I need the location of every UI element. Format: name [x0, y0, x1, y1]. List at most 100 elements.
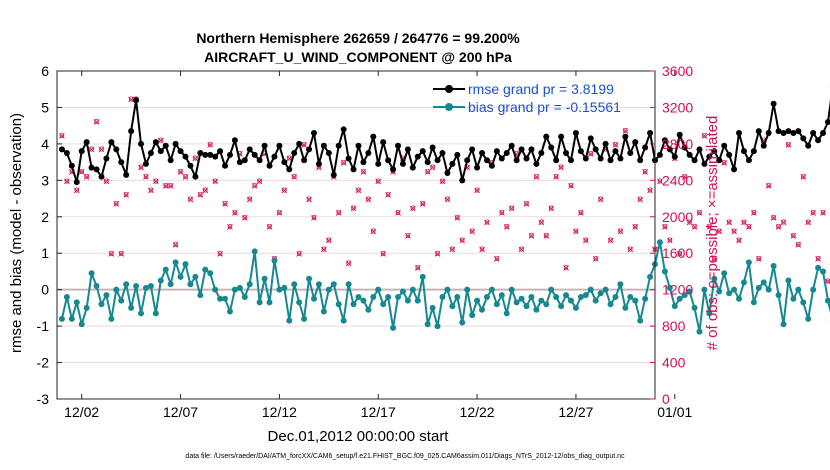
- bias-point: [439, 293, 446, 300]
- possible-obs-mark: o: [563, 263, 569, 273]
- plot-frame: [56, 70, 656, 400]
- possible-obs-mark: o: [593, 254, 599, 264]
- assimilated-obs-mark: ×: [419, 199, 427, 210]
- possible-obs-mark: o: [405, 231, 411, 241]
- rmse-point: [350, 166, 357, 173]
- rmse-point: [310, 129, 317, 136]
- bias-point: [414, 297, 421, 304]
- y-tick-label-2: -1: [37, 318, 50, 334]
- possible-obs-mark: o: [346, 258, 352, 268]
- bias-point: [157, 277, 164, 284]
- rmse-point: [508, 142, 515, 149]
- bias-point: [523, 303, 530, 310]
- assimilated-obs-mark: ×: [829, 254, 830, 265]
- rmse-point: [197, 150, 204, 156]
- rmse-point: [340, 126, 347, 133]
- assimilated-obs-mark: ×: [78, 167, 86, 178]
- possible-obs-mark: o: [351, 204, 357, 214]
- bias-point: [676, 295, 683, 302]
- assimilated-obs-mark: ×: [97, 144, 105, 155]
- bias-point: [68, 315, 75, 322]
- rmse-point: [597, 155, 604, 162]
- assimilated-obs-mark: ×: [804, 217, 812, 228]
- rmse-point: [58, 146, 65, 153]
- assimilated-obs-mark: ×: [542, 231, 550, 242]
- possible-obs-mark: o: [99, 144, 105, 154]
- possible-obs-mark: o: [395, 208, 401, 218]
- possible-obs-mark: o: [440, 176, 446, 186]
- rmse-point: [355, 142, 362, 149]
- rmse-point: [716, 157, 723, 164]
- assimilated-obs-mark: ×: [82, 172, 90, 183]
- rmse-point: [647, 129, 654, 136]
- possible-obs-mark: o: [380, 249, 386, 259]
- possible-obs-mark: o: [69, 167, 75, 177]
- rmse-point: [676, 131, 683, 138]
- rmse-point: [711, 148, 718, 155]
- assimilated-obs-mark: ×: [107, 249, 115, 260]
- rmse-point: [533, 160, 540, 167]
- possible-obs-mark: o: [222, 199, 228, 209]
- rmse-point: [286, 166, 293, 173]
- rmse-point: [390, 166, 397, 173]
- bias-point: [335, 301, 342, 308]
- possible-obs-mark: o: [415, 263, 421, 273]
- assimilated-obs-mark: ×: [162, 181, 170, 192]
- possible-obs-mark: o: [227, 222, 233, 232]
- bias-point: [212, 286, 219, 293]
- possible-obs-mark: o: [217, 249, 223, 259]
- grid: [57, 70, 655, 400]
- bias-point: [498, 292, 505, 299]
- bias-point: [597, 290, 604, 297]
- assimilated-obs-mark: ×: [87, 144, 95, 155]
- bias-point: [582, 292, 589, 299]
- possible-obs-mark: o: [712, 254, 718, 264]
- rmse-point: [276, 142, 283, 149]
- possible-obs-mark: o: [74, 185, 80, 195]
- possible-obs-mark: o: [662, 222, 668, 232]
- rmse-point: [370, 133, 377, 140]
- legend-bias-marker: [445, 103, 453, 111]
- assimilated-obs-mark: ×: [325, 236, 333, 247]
- legend-rmse-marker: [445, 85, 453, 93]
- assimilated-obs-mark: ×: [557, 163, 565, 174]
- possible-obs-mark: o: [820, 208, 826, 218]
- possible-obs-mark: o: [237, 149, 243, 159]
- bias-point: [217, 295, 224, 302]
- legend: rmse grand pr = 3.8199 bias grand pr = -…: [433, 81, 621, 115]
- assimilated-obs-mark: ×: [211, 176, 219, 187]
- assimilated-obs-mark: ×: [745, 222, 753, 233]
- assimilated-obs-mark: ×: [794, 240, 802, 251]
- assimilated-obs-mark: ×: [661, 222, 669, 233]
- bias-point: [375, 286, 382, 293]
- assimilated-obs-mark: ×: [216, 249, 224, 260]
- rmse-point: [706, 153, 713, 160]
- possible-obs-mark: o: [771, 213, 777, 223]
- rmse-point: [83, 139, 90, 146]
- bias-point: [464, 286, 471, 293]
- possible-obs-mark: o: [514, 149, 520, 159]
- assimilated-obs-mark: ×: [779, 217, 787, 228]
- assimilated-obs-mark: ×: [740, 217, 748, 228]
- bias-point: [805, 315, 812, 322]
- bias-point: [192, 273, 199, 280]
- bias-point: [637, 317, 644, 324]
- assimilated-obs-mark: ×: [493, 254, 501, 265]
- x-tick-label-4: 12/22: [460, 404, 495, 420]
- rmse-point: [696, 146, 703, 153]
- rmse-point: [775, 128, 782, 135]
- possible-obs-mark: o: [623, 126, 629, 136]
- rmse-point: [375, 160, 382, 167]
- possible-obs-mark: o: [588, 149, 594, 159]
- rmse-point: [824, 119, 830, 126]
- possible-obs-mark: o: [657, 176, 663, 186]
- rmse-point: [558, 133, 565, 140]
- bias-point: [765, 286, 772, 293]
- bias-point: [518, 295, 525, 302]
- rmse-point: [612, 148, 619, 155]
- rmse-point: [157, 148, 164, 155]
- assimilated-obs-mark: ×: [58, 131, 66, 142]
- possible-obs-mark: o: [687, 217, 693, 227]
- bias-point: [419, 273, 426, 280]
- possible-obs-mark: o: [459, 236, 465, 246]
